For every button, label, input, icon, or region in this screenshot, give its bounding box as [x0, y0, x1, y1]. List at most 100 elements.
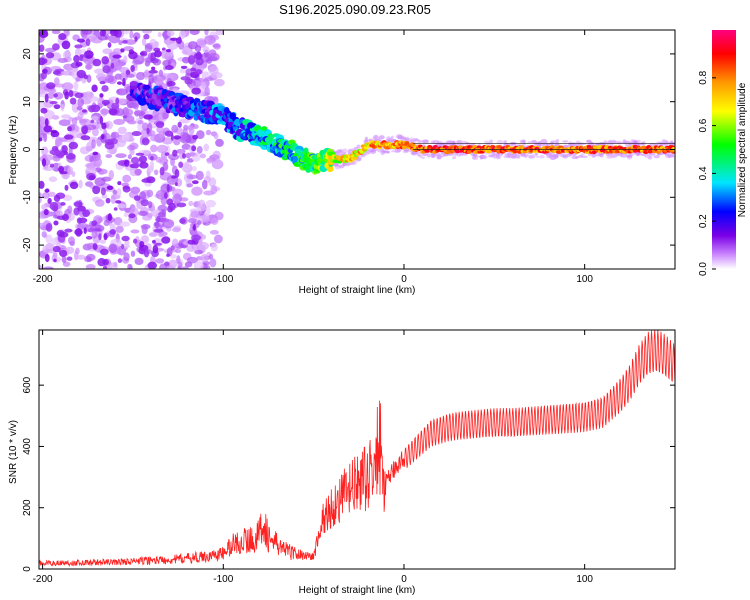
heatmap-noise-blob [39, 44, 45, 53]
snr-ytick-label-2: 400 [22, 438, 33, 455]
heatmap-noise-blob [108, 243, 118, 254]
heatmap-noise-blob [39, 137, 43, 142]
heatmap-noise-blob [196, 220, 202, 225]
heatmap-noise-blob [172, 227, 181, 233]
heatmap-noise-blob [44, 253, 50, 263]
heatmap-noise-blob [79, 119, 87, 124]
heatmap-halo-blob [422, 139, 430, 144]
heatmap-noise-blob [51, 30, 61, 35]
colorbar-tick-label-0: 0.0 [698, 262, 709, 276]
heatmap-noise-blob [162, 113, 169, 120]
heatmap-noise-blob [57, 57, 68, 64]
heatmap-noise-blob [46, 82, 56, 90]
heatmap-noise-blob [44, 118, 49, 127]
heatmap-noise-blob [150, 155, 154, 161]
heatmap-noise-blob [122, 174, 132, 183]
heatmap-noise-blob [118, 40, 123, 46]
heatmap-halo-blob [653, 154, 660, 159]
heatmap-noise-blob [101, 85, 109, 92]
heatmap-ridge-blob [519, 145, 525, 149]
heatmap-noise-blob [188, 151, 196, 157]
heatmap-noise-blob [66, 256, 73, 261]
heatmap-noise-blob [187, 239, 196, 245]
heatmap-noise-blob [121, 235, 130, 242]
heatmap-halo-blob [517, 155, 521, 159]
heatmap-noise-blob [107, 42, 112, 48]
heatmap-noise-blob [164, 261, 170, 267]
heatmap-noise-blob [83, 50, 94, 59]
heatmap-noise-blob [215, 138, 224, 147]
spectrogram-ytick-label-4: 20 [22, 48, 33, 60]
heatmap-noise-blob [209, 229, 219, 235]
heatmap-noise-blob [179, 131, 188, 141]
heatmap-halo-blob [446, 140, 453, 146]
heatmap-noise-blob [134, 257, 144, 266]
heatmap-noise-blob [139, 240, 145, 248]
heatmap-noise-blob [143, 114, 154, 120]
heatmap-ridge-blob [142, 84, 151, 90]
heatmap-noise-blob [174, 182, 178, 187]
heatmap-noise-blob [61, 114, 71, 119]
heatmap-noise-blob [40, 107, 48, 114]
heatmap-noise-blob [193, 52, 203, 60]
heatmap-halo-blob [342, 162, 347, 167]
heatmap-ridge-blob [326, 165, 334, 173]
heatmap-halo-blob [580, 153, 585, 156]
heatmap-halo-blob [342, 148, 348, 154]
heatmap-noise-blob [151, 66, 156, 71]
heatmap-halo-blob [535, 155, 540, 158]
heatmap-noise-blob [39, 30, 49, 39]
heatmap-noise-blob [123, 108, 134, 116]
heatmap-noise-blob [191, 186, 203, 196]
heatmap-noise-blob [181, 153, 187, 159]
heatmap-noise-blob [106, 185, 114, 191]
heatmap-noise-blob [65, 152, 76, 160]
heatmap-halo-blob [539, 155, 545, 159]
heatmap-ridge-blob [671, 146, 675, 151]
heatmap-noise-blob [179, 218, 186, 224]
heatmap-noise-blob [53, 83, 65, 88]
heatmap-noise-blob [82, 209, 91, 217]
heatmap-halo-blob [340, 152, 347, 155]
heatmap-noise-blob [197, 241, 210, 250]
heatmap-noise-blob [41, 68, 48, 74]
heatmap-noise-blob [130, 229, 140, 234]
heatmap-halo-blob [640, 153, 647, 156]
heatmap-halo-blob [460, 152, 467, 156]
heatmap-halo-blob [396, 134, 403, 140]
colorbar-tick-label-3: 0.6 [698, 118, 709, 132]
heatmap-noise-blob [48, 176, 58, 183]
heatmap-noise-blob [191, 166, 197, 172]
heatmap-noise-blob [113, 118, 125, 125]
heatmap-noise-blob [133, 195, 141, 201]
heatmap-noise-blob [144, 69, 150, 78]
heatmap-halo-blob [520, 152, 526, 157]
heatmap-noise-blob [42, 58, 48, 64]
heatmap-noise-blob [122, 39, 128, 44]
heatmap-noise-blob [92, 185, 101, 195]
heatmap-noise-blob [199, 153, 207, 159]
heatmap-noise-blob [173, 135, 181, 140]
heatmap-noise-blob [99, 248, 109, 256]
colorbar-gradient [712, 30, 736, 269]
heatmap-noise-blob [108, 169, 115, 180]
heatmap-halo-blob [648, 155, 653, 160]
heatmap-blobs [39, 30, 675, 269]
heatmap-noise-blob [201, 81, 207, 89]
heatmap-noise-blob [67, 166, 74, 175]
heatmap-noise-blob [81, 30, 93, 36]
heatmap-noise-blob [154, 228, 164, 233]
heatmap-ridge-blob [352, 156, 358, 160]
heatmap-noise-blob [176, 202, 187, 208]
heatmap-noise-blob [193, 260, 204, 269]
heatmap-noise-blob [47, 91, 55, 99]
heatmap-ridge-blob [612, 146, 618, 150]
heatmap-halo-blob [421, 156, 425, 159]
heatmap-noise-blob [170, 134, 174, 141]
heatmap-noise-blob [157, 31, 162, 38]
heatmap-noise-blob [44, 93, 49, 103]
heatmap-noise-blob [192, 124, 199, 130]
heatmap-noise-blob [162, 59, 172, 67]
heatmap-noise-blob [171, 124, 179, 133]
heatmap-noise-blob [105, 197, 111, 204]
